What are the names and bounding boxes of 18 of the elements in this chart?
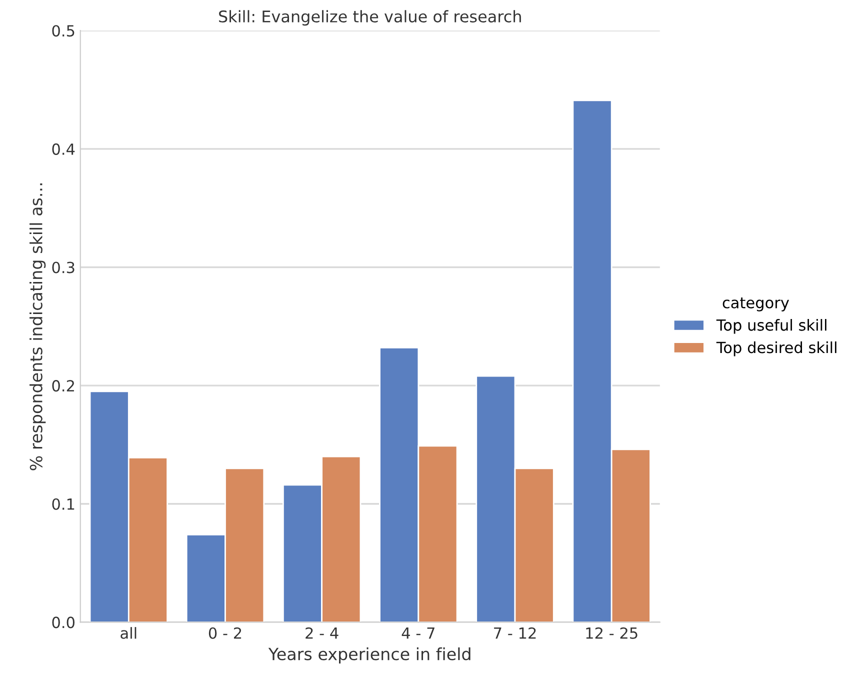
x-tick-label: 0 - 2 — [208, 627, 242, 639]
y-tick-label: 0.2 — [52, 380, 74, 392]
chart-title: Skill: Evangelize the value of research — [219, 10, 521, 26]
legend-label: Top desired skill — [716, 341, 836, 356]
x-tick-label: 2 - 4 — [306, 627, 338, 639]
x-tick-label: 12 - 25 — [586, 627, 638, 639]
y-tick-label: 0.3 — [52, 262, 74, 274]
x-tick-label: 4 - 7 — [402, 628, 434, 639]
x-tick-label: all — [120, 627, 136, 639]
y-tick-label: 0.1 — [52, 498, 74, 510]
y-tick-label: 0.0 — [52, 616, 74, 628]
x-axis-title: Years experience in field — [268, 647, 470, 664]
y-tick-label: 0.5 — [52, 25, 74, 37]
y-axis-title: % respondents indicating skill as... — [30, 183, 46, 470]
x-tick-label: 7 - 12 — [494, 627, 536, 639]
legend-label: Top useful skill — [716, 319, 826, 334]
legend-title: category — [722, 297, 790, 312]
y-tick-label: 0.4 — [52, 143, 75, 155]
